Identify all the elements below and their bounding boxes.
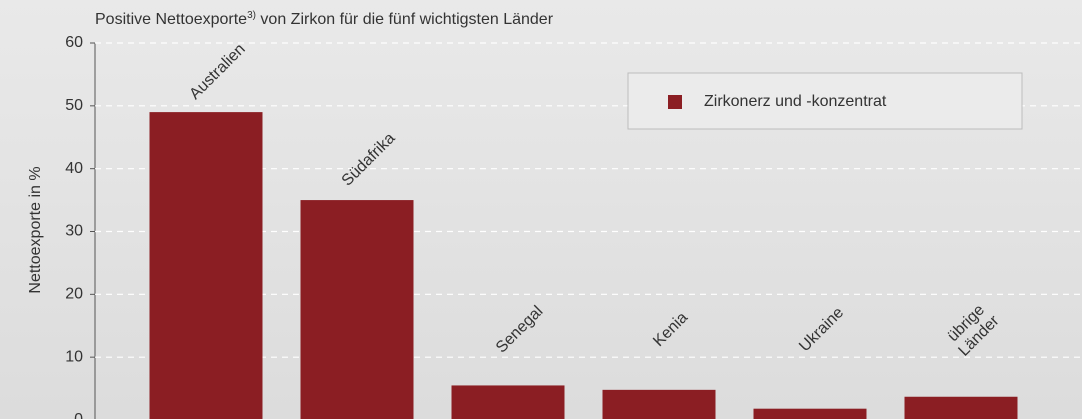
y-tick-label: 30 [65,223,83,240]
bar [753,408,867,419]
legend-box [627,72,1023,130]
y-axis-label: Nettoexporte in % [27,166,44,293]
bar [602,389,716,419]
chart-title: Positive Nettoexporte3) von Zirkon für d… [95,10,554,29]
y-tick-label: 10 [65,348,83,365]
legend-label: Zirkonerz und -konzentrat [704,93,887,110]
legend: Zirkonerz und -konzentrat [627,72,1023,130]
y-tick-label: 40 [65,160,83,177]
y-tick-label: 20 [65,286,83,303]
bar [451,385,565,419]
bar [904,396,1018,419]
y-tick-label: 50 [65,97,83,114]
bar [300,200,414,419]
y-tick-label: 0 [74,411,83,419]
y-tick-label: 60 [65,34,83,51]
legend-swatch [668,95,682,109]
bar [149,112,263,419]
